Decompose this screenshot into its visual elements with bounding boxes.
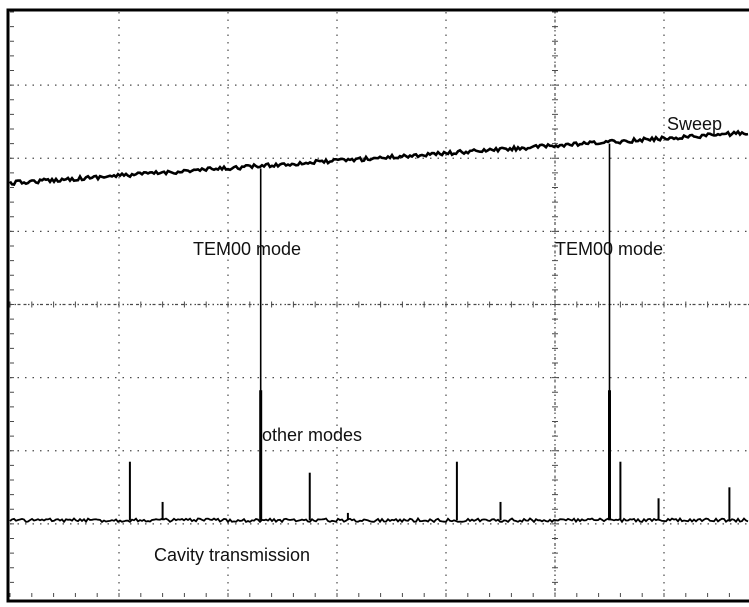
annotation-sweep: Sweep: [667, 114, 722, 134]
annotation-tem00-mode-1: TEM00 mode: [193, 239, 301, 259]
annotation-other-modes: other modes: [262, 425, 362, 445]
annotation-tem00-mode-2: TEM00 mode: [555, 239, 663, 259]
annotation-cavity-transmission: Cavity transmission: [154, 545, 310, 565]
